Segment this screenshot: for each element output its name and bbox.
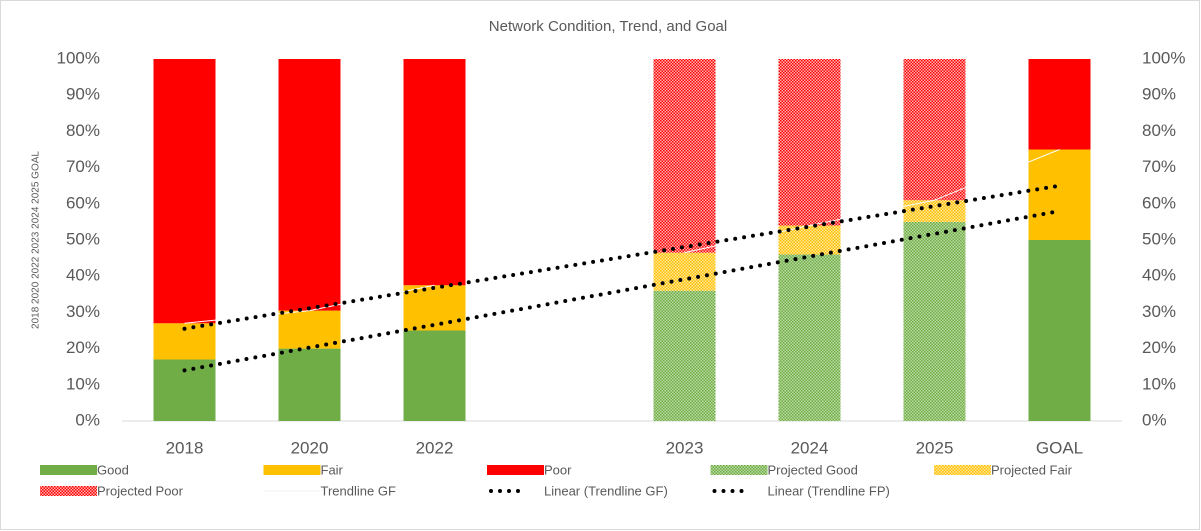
chart-title: Network Condition, Trend, and Goal <box>489 18 727 35</box>
y-tick-label: 40% <box>66 266 100 285</box>
bar-segment <box>403 330 466 421</box>
y2-tick-label: 30% <box>1142 302 1176 321</box>
y-tick-label: 80% <box>66 121 100 140</box>
bar-segment <box>1028 149 1091 240</box>
y-tick-label: 10% <box>66 374 100 393</box>
y-axis-label: 2018 2020 2022 2023 2024 2025 GOAL <box>31 151 42 329</box>
legend-swatch <box>40 465 97 475</box>
y2-tick-label: 60% <box>1142 193 1176 212</box>
bar-segment <box>403 59 466 286</box>
x-tick-label: 2023 <box>666 438 704 457</box>
bar-segment <box>903 200 966 222</box>
y2-tick-label: 0% <box>1142 410 1167 429</box>
y-tick-label: 100% <box>57 48 100 67</box>
legend-label: Good <box>97 462 129 477</box>
y2-tick-label: 50% <box>1142 229 1176 248</box>
bar-segment <box>153 59 216 324</box>
bar-segment <box>778 254 841 421</box>
y2-tick-label: 20% <box>1142 338 1176 357</box>
legend-label: Linear (Trendline FP) <box>768 483 890 498</box>
legend-swatch <box>934 465 991 475</box>
bar-segment <box>278 59 341 311</box>
x-tick-label: 2024 <box>791 438 829 457</box>
legend-swatch <box>710 465 768 475</box>
bar-segment <box>1028 59 1091 150</box>
legend-label: Linear (Trendline GF) <box>544 483 668 498</box>
y2-tick-label: 80% <box>1142 121 1176 140</box>
y-tick-label: 30% <box>66 302 100 321</box>
y2-tick-label: 10% <box>1142 374 1176 393</box>
bar-segment <box>403 285 466 331</box>
y2-tick-label: 70% <box>1142 157 1176 176</box>
y-tick-label: 20% <box>66 338 100 357</box>
legend-label: Trendline GF <box>321 483 396 498</box>
y2-tick-label: 90% <box>1142 85 1176 104</box>
y-tick-label: 50% <box>66 229 100 248</box>
legend-swatch <box>40 486 97 496</box>
legend-label: Fair <box>321 462 344 477</box>
legend-swatch <box>263 465 321 475</box>
y-tick-label: 60% <box>66 193 100 212</box>
legend-label: Projected Poor <box>97 483 184 498</box>
y-tick-label: 70% <box>66 157 100 176</box>
x-tick-label: 2022 <box>416 438 454 457</box>
bar-segment <box>1028 240 1091 421</box>
legend-swatch <box>487 465 544 475</box>
bar-segment <box>653 59 716 253</box>
bar-segment <box>778 59 841 226</box>
x-tick-label: 2020 <box>291 438 329 457</box>
y-tick-label: 90% <box>66 85 100 104</box>
legend-label: Poor <box>544 462 572 477</box>
bar-segment <box>278 310 341 349</box>
x-tick-label: 2018 <box>166 438 204 457</box>
y2-tick-label: 100% <box>1142 48 1185 67</box>
linear-trendline <box>182 183 1062 331</box>
legend-label: Projected Good <box>768 462 858 477</box>
y-tick-label: 0% <box>75 410 100 429</box>
bar-segment <box>278 348 341 421</box>
bar-segment <box>653 290 716 421</box>
trendline-series <box>184 149 1060 324</box>
y2-tick-label: 40% <box>1142 266 1176 285</box>
bar-segment <box>903 221 966 421</box>
x-tick-label: 2025 <box>916 438 954 457</box>
bar-segment <box>903 59 966 201</box>
legend-label: Projected Fair <box>991 462 1073 477</box>
x-tick-label: GOAL <box>1036 438 1083 457</box>
